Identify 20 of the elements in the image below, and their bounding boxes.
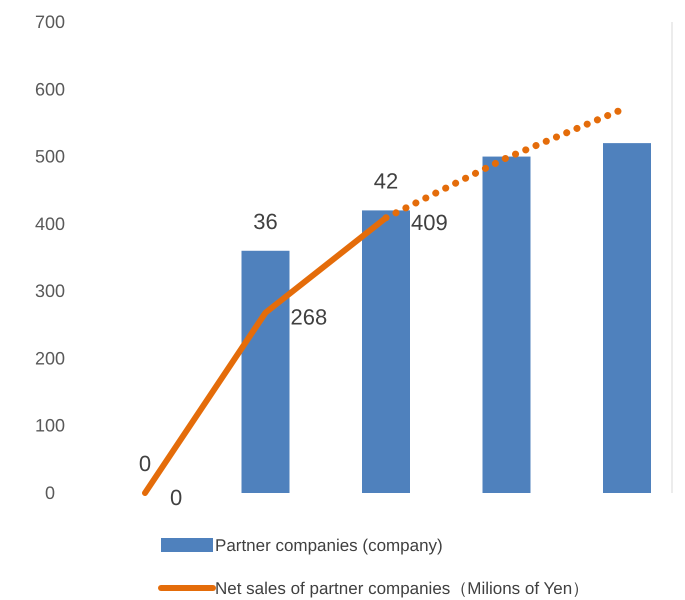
data-label: 0 bbox=[138, 451, 152, 476]
bar bbox=[362, 210, 410, 493]
bar bbox=[482, 156, 530, 493]
y-tick-label: 300 bbox=[34, 281, 66, 302]
y-tick-label: 100 bbox=[34, 416, 66, 436]
bar bbox=[603, 143, 651, 493]
legend-label: Partner companies (company) bbox=[215, 536, 443, 555]
data-label: 0 bbox=[170, 485, 182, 510]
data-label: 268 bbox=[290, 304, 328, 330]
legend-label: Net sales of partner companies（Milions of Yen） bbox=[215, 579, 590, 598]
bar bbox=[242, 250, 290, 493]
y-tick-label: 400 bbox=[34, 214, 66, 234]
data-label: 409 bbox=[411, 210, 448, 235]
y-tick-label: 500 bbox=[34, 146, 66, 167]
y-tick-label: 200 bbox=[34, 348, 66, 368]
y-tick-label: 0 bbox=[44, 483, 56, 503]
y-tick-label: 600 bbox=[34, 79, 66, 100]
y-tick-label: 700 bbox=[34, 12, 66, 32]
data-label: 36 bbox=[253, 208, 278, 234]
data-label: 42 bbox=[374, 168, 398, 194]
